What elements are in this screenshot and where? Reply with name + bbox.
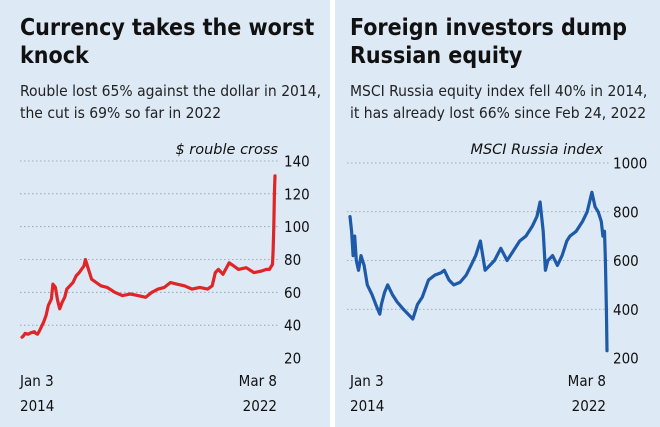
msci-y-tick-label: 400 bbox=[613, 301, 639, 319]
rouble-chart: 20 40 60 80 100 120 140 $ rouble cross Jan 3 2014… bbox=[19, 142, 310, 415]
msci-chart: 200 400 600 800 1000 MSCI Russia index Jan 3 20… bbox=[347, 142, 647, 415]
msci-y-tick-label: 1000 bbox=[613, 155, 647, 173]
msci-series-line bbox=[348, 190, 609, 353]
rouble-y-tick-label: 20 bbox=[284, 350, 301, 368]
right-chart-panel: Foreign investors dump Russian equity MS… bbox=[335, 0, 660, 427]
rouble-x-tick-label: 2014 bbox=[20, 397, 54, 415]
rouble-y-tick-label: 60 bbox=[284, 284, 301, 302]
msci-y-tick-label: 800 bbox=[613, 203, 639, 221]
rouble-y-tick-label: 80 bbox=[284, 251, 301, 269]
msci-x-tick-label: 2014 bbox=[350, 397, 384, 415]
rouble-series-line bbox=[20, 174, 277, 339]
rouble-y-tick-label: 100 bbox=[284, 218, 310, 236]
rouble-y-tick-label: 140 bbox=[284, 153, 310, 171]
msci-x-tick-label: Mar 8 bbox=[568, 372, 606, 390]
msci-y-tick-label: 600 bbox=[613, 252, 639, 270]
msci-x-tick-label: Jan 3 bbox=[349, 372, 384, 390]
left-chart-title: Currency takes the worst knock bbox=[20, 15, 315, 69]
left-chart-subtitle: Rouble lost 65% against the dollar in 20… bbox=[20, 82, 322, 122]
rouble-x-tick-label: Mar 8 bbox=[239, 372, 277, 390]
left-chart-panel: Currency takes the worst knock Rouble lo… bbox=[0, 0, 330, 427]
rouble-x-tick-label: Jan 3 bbox=[19, 372, 54, 390]
right-chart-title: Foreign investors dump Russian equity bbox=[350, 15, 627, 69]
msci-y-tick-label: 200 bbox=[613, 350, 639, 368]
msci-x-tick-label: 2022 bbox=[572, 397, 606, 415]
msci-y-axis-label: MSCI Russia index bbox=[470, 142, 603, 158]
right-chart-subtitle: MSCI Russia equity index fell 40% in 201… bbox=[350, 82, 648, 122]
rouble-y-tick-label: 40 bbox=[284, 317, 301, 335]
rouble-y-axis-label: $ rouble cross bbox=[175, 142, 278, 158]
rouble-x-tick-label: 2022 bbox=[243, 397, 277, 415]
rouble-y-tick-label: 120 bbox=[284, 185, 310, 203]
